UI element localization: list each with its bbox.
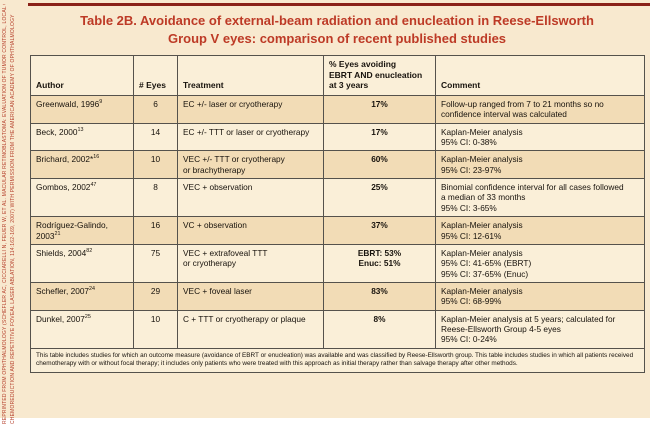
author-cell: Schefler, 200724 <box>30 282 134 311</box>
column-header-treatment: Treatment <box>177 55 324 96</box>
author-text: Schefler, 2007 <box>36 286 90 296</box>
author-cell: Shields, 200482 <box>30 243 134 284</box>
eyes-cell: 8 <box>133 178 178 218</box>
percent-cell: 83% <box>323 282 436 311</box>
percent-cell: 17% <box>323 94 436 124</box>
author-text: Shields, 2004 <box>36 247 87 258</box>
top-rule <box>28 3 650 6</box>
comment-cell: Kaplan-Meier analysis 95% CI: 68-99% <box>435 282 645 311</box>
percent-cell: 17% <box>323 122 436 152</box>
ref-superscript: 25 <box>84 313 91 320</box>
column-header-comment: Comment <box>435 55 645 96</box>
author-text: Rodríguez-Galindo, 2003 <box>36 220 108 241</box>
table-note: This table includes studies for which an… <box>30 347 645 374</box>
comment-cell: Binomial confidence interval for all cas… <box>435 178 645 218</box>
column-header-eyes: # Eyes <box>133 55 178 96</box>
eyes-cell: 29 <box>133 282 178 311</box>
comment-cell: Follow-up ranged from 7 to 21 months so … <box>435 94 645 124</box>
author-cell: Dunkel, 200725 <box>30 309 134 349</box>
ref-superscript: 82 <box>86 248 93 255</box>
journal-sidebar-citation: REPRINTED FROM OPHTHALMOLOGY (SCHEFLER A… <box>2 4 26 424</box>
eyes-cell: 10 <box>133 309 178 349</box>
sidebar-citation-line1: REPRINTED FROM OPHTHALMOLOGY (SCHEFLER A… <box>2 4 8 424</box>
table-row: Gombos, 200247 8 VEC + observation 25% B… <box>30 178 645 218</box>
table-row: Dunkel, 200725 10 C + TTT or cryotherapy… <box>30 309 645 349</box>
eyes-cell: 75 <box>133 243 178 284</box>
author-text: Brichard, 2002* <box>36 154 94 165</box>
ref-superscript: 13 <box>77 126 84 133</box>
table-row: Rodríguez-Galindo, 200321 16 VC + observ… <box>30 216 645 245</box>
author-text: Beck, 2000 <box>36 126 78 137</box>
table-row: Beck, 200013 14 EC +/- TTT or laser or c… <box>30 122 645 152</box>
author-cell: Greenwald, 19969 <box>30 94 134 124</box>
treatment-cell: VEC + extrafoveal TTT or cryotherapy <box>177 243 324 284</box>
comment-cell: Kaplan-Meier analysis at 5 years; calcul… <box>435 309 645 349</box>
ref-superscript: 24 <box>89 286 96 293</box>
author-cell: Gombos, 200247 <box>30 178 134 218</box>
treatment-cell: C + TTT or cryotherapy or plaque <box>177 309 324 349</box>
treatment-cell: VC + observation <box>177 216 324 245</box>
treatment-cell: VEC + observation <box>177 178 324 218</box>
percent-cell: EBRT: 53% Enuc: 51% <box>323 243 436 284</box>
comment-cell: Kaplan-Meier analysis 95% CI: 0-38% <box>435 122 645 152</box>
ref-superscript: 47 <box>90 182 97 189</box>
treatment-cell: EC +/- TTT or laser or cryotherapy <box>177 122 324 152</box>
comment-cell: Kaplan-Meier analysis 95% CI: 23-97% <box>435 150 645 180</box>
ref-superscript: 21 <box>54 230 61 237</box>
treatment-cell: EC +/- laser or cryotherapy <box>177 94 324 124</box>
percent-cell: 8% <box>323 309 436 349</box>
author-text: Gombos, 2002 <box>36 182 91 193</box>
percent-cell: 60% <box>323 150 436 180</box>
eyes-cell: 16 <box>133 216 178 245</box>
table-note-row: This table includes studies for which an… <box>30 347 645 374</box>
treatment-cell: VEC +/- TTT or cryotherapy or brachyther… <box>177 150 324 180</box>
eyes-cell: 6 <box>133 94 178 124</box>
sidebar-citation-line2: CHEMOREDUCTION AND REPETITIVE FOVEAL LAS… <box>9 14 16 424</box>
ref-superscript: 16 <box>93 154 100 161</box>
column-header-percent: % Eyes avoiding EBRT AND enucleation at … <box>323 55 436 96</box>
ref-superscript: 9 <box>99 99 103 106</box>
table-row: Shields, 200482 75 VEC + extrafoveal TTT… <box>30 243 645 284</box>
eyes-cell: 14 <box>133 122 178 152</box>
eyes-cell: 10 <box>133 150 178 180</box>
author-text: Dunkel, 2007 <box>36 313 85 324</box>
header-row: Author # Eyes Treatment % Eyes avoiding … <box>30 55 645 96</box>
author-cell: Rodríguez-Galindo, 200321 <box>30 216 134 245</box>
column-header-author: Author <box>30 55 134 96</box>
study-table: Author # Eyes Treatment % Eyes avoiding … <box>30 55 645 374</box>
author-cell: Beck, 200013 <box>30 122 134 152</box>
table-row: Schefler, 200724 29 VEC + foveal laser 8… <box>30 282 645 311</box>
author-text: Greenwald, 1996 <box>36 98 100 109</box>
table-row: Brichard, 2002*16 10 VEC +/- TTT or cryo… <box>30 150 645 180</box>
comment-cell: Kaplan-Meier analysis 95% CI: 41-65% (EB… <box>435 243 645 284</box>
percent-cell: 25% <box>323 178 436 218</box>
comment-cell: Kaplan-Meier analysis 95% CI: 12-61% <box>435 216 645 245</box>
table-title: Table 2B. Avoidance of external-beam rad… <box>80 13 594 46</box>
treatment-cell: VEC + foveal laser <box>177 282 324 311</box>
table-row: Greenwald, 19969 6 EC +/- laser or cryot… <box>30 94 645 124</box>
author-cell: Brichard, 2002*16 <box>30 150 134 180</box>
percent-cell: 37% <box>323 216 436 245</box>
